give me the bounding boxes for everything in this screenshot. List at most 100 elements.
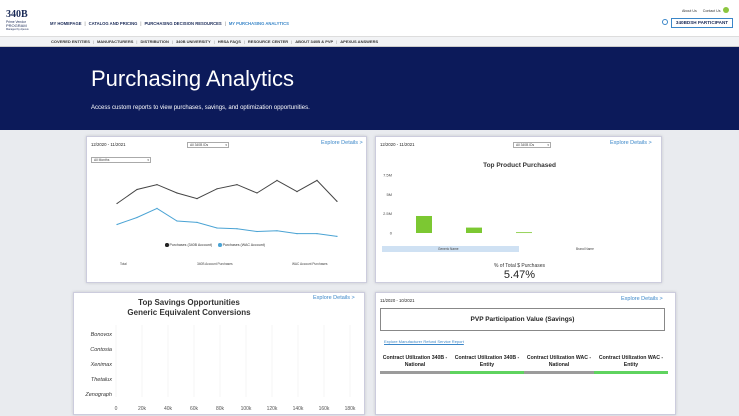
column-total: Total — [120, 262, 127, 266]
purchases-card: 12/2020 - 11/2021 All 340B IDs ▾ Explore … — [86, 136, 367, 283]
x-tick-label: 100k — [241, 406, 252, 412]
bar[interactable] — [416, 215, 432, 233]
subnav-about-340b-pvp[interactable]: ABOUT 340B & PVP — [295, 39, 334, 44]
logo-sub3: Managed by Apexus — [6, 28, 29, 31]
chevron-down-icon: ▾ — [547, 143, 549, 147]
nav-purchasing-decision[interactable]: PURCHASING DECISION RESOURCES — [144, 21, 222, 26]
nav-sep: | — [84, 21, 86, 26]
id-select[interactable]: All 340B IDs ▾ — [513, 142, 551, 148]
series-point — [156, 207, 158, 209]
util-wac-entity: Contract Utilization WAC - Entity — [598, 355, 664, 368]
util-bar-wac-national — [524, 371, 594, 374]
category-label: Thetalux — [91, 377, 112, 383]
util-340b-entity: Contract Utilization 340B - Entity — [454, 355, 520, 368]
series-line-1 — [116, 207, 338, 237]
series-point — [216, 227, 218, 229]
series-point — [296, 233, 298, 235]
bar[interactable] — [516, 232, 532, 234]
x-tick-label: 160k — [319, 406, 330, 412]
top-header: 340B Prime Vendor PROGRAM Managed by Ape… — [0, 0, 739, 36]
refund-report-link[interactable]: Explore Manufacturer Refund Service Repo… — [384, 339, 464, 344]
generic-name-tab[interactable] — [382, 246, 519, 252]
series-point — [216, 188, 218, 190]
column-340b: 340B Account Purchases — [197, 262, 233, 266]
y-tick-label: 0 — [390, 231, 393, 236]
x-tick-label: 60k — [190, 406, 199, 412]
chart-legend: Purchases (340B Account) Purchases (WAC … — [165, 243, 265, 247]
explore-details-link[interactable]: Explore Details > — [321, 140, 363, 146]
month-select[interactable]: All Months ▾ — [91, 157, 151, 163]
x-tick-label: 40k — [164, 406, 173, 412]
pvp-participation-card: 11/2020 - 10/2021 Explore Details > PVP … — [375, 292, 676, 415]
category-label: Zenograph — [84, 392, 112, 398]
column-generic-name: Generic Name — [438, 247, 459, 251]
column-brand-name: Brand Name — [576, 247, 594, 251]
subnav-manufacturers[interactable]: MANUFACTURERS — [96, 39, 134, 44]
series-point — [336, 200, 338, 202]
series-point — [116, 202, 118, 205]
subnav-resource-center[interactable]: RESOURCE CENTER — [247, 39, 289, 44]
top-product-card: 12/2020 - 11/2021 All 340B IDs ▾ Explore … — [375, 136, 662, 283]
page-title: Purchasing Analytics — [91, 66, 294, 91]
id-select-value: All 340B IDs — [190, 143, 209, 147]
util-bar-340b-national — [380, 371, 450, 374]
series-point — [236, 184, 238, 186]
top-product-bar-chart: 0 2.5M 5M 7.5M — [383, 173, 532, 236]
month-select-value: All Months — [94, 158, 110, 162]
explore-details-link[interactable]: Explore Details > — [610, 140, 652, 146]
y-tick-label: 7.5M — [383, 173, 392, 178]
logo-sub1: Prime Vendor — [6, 20, 26, 24]
series-point — [116, 223, 118, 226]
id-select-value: All 340B IDs — [516, 143, 535, 147]
about-us-link[interactable]: About Us — [682, 9, 697, 13]
subnav-hrsa-faqs[interactable]: HRSA FAQS — [217, 39, 241, 44]
chevron-down-icon: ▾ — [225, 143, 227, 147]
x-tick-label: 80k — [216, 406, 225, 412]
series-point — [176, 220, 178, 222]
series-point — [296, 191, 298, 193]
nav-sep: | — [224, 21, 226, 26]
series-point — [316, 179, 318, 181]
user-icon[interactable] — [723, 7, 729, 13]
util-wac-national: Contract Utilization WAC - National — [526, 355, 592, 368]
subnav-340b-university[interactable]: 340B UNIVERSITY — [175, 39, 211, 44]
x-tick-label: 180k — [345, 406, 356, 412]
metric-value: 5.47% — [503, 269, 536, 281]
subnav-sep: | — [336, 39, 338, 44]
chart-subtitle: Generic Equivalent Conversions — [127, 308, 251, 317]
subnav-apexus-answers[interactable]: APEXUS ANSWERS — [340, 39, 379, 44]
hero-banner: Purchasing Analytics Access custom repor… — [0, 47, 739, 130]
main-nav: MY HOMEPAGE | CATALOG AND PRICING | PURCHA… — [50, 21, 292, 26]
util-bar-wac-entity — [594, 371, 668, 374]
series-point — [236, 228, 238, 230]
category-label: Contosia — [90, 347, 112, 353]
chart-title: Top Product Purchased — [483, 162, 556, 169]
series-point — [336, 235, 338, 237]
id-select[interactable]: All 340B IDs ▾ — [187, 142, 229, 148]
participant-button[interactable]: 340BDSH PARTICIPANT — [671, 18, 733, 28]
column-wac: WAC Account Purchases — [292, 262, 328, 266]
search-icon[interactable] — [662, 19, 668, 25]
explore-details-link[interactable]: Explore Details > — [621, 296, 663, 302]
nav-purchasing-analytics[interactable]: MY PURCHASING ANALYTICS — [228, 21, 289, 26]
legend-label: Purchases (WAC Account) — [222, 243, 265, 247]
series-point — [196, 198, 198, 200]
subnav-sep: | — [213, 39, 215, 44]
logo[interactable]: 340B Prime Vendor PROGRAM Managed by Ape… — [6, 10, 36, 32]
bar[interactable] — [466, 227, 482, 233]
series-point — [176, 192, 178, 194]
subnav-covered-entities[interactable]: COVERED ENTITIES — [51, 39, 90, 44]
logo-sub2: PROGRAM — [6, 23, 27, 28]
y-tick-label: 5M — [386, 192, 392, 197]
contact-us-link[interactable]: Contact Us — [702, 9, 721, 13]
series-point — [276, 179, 278, 181]
nav-catalog-pricing[interactable]: CATALOG AND PRICING — [88, 21, 138, 26]
series-point — [276, 230, 278, 232]
nav-my-homepage[interactable]: MY HOMEPAGE — [50, 21, 82, 26]
legend-item-340b: Purchases (340B Account) — [165, 243, 212, 247]
date-range: 12/2020 - 11/2021 — [91, 142, 126, 147]
explore-details-link[interactable]: Explore Details > — [313, 295, 355, 301]
series-point — [256, 230, 258, 233]
subnav-sep: | — [243, 39, 245, 44]
subnav-distribution[interactable]: DISTRIBUTION — [140, 39, 169, 44]
